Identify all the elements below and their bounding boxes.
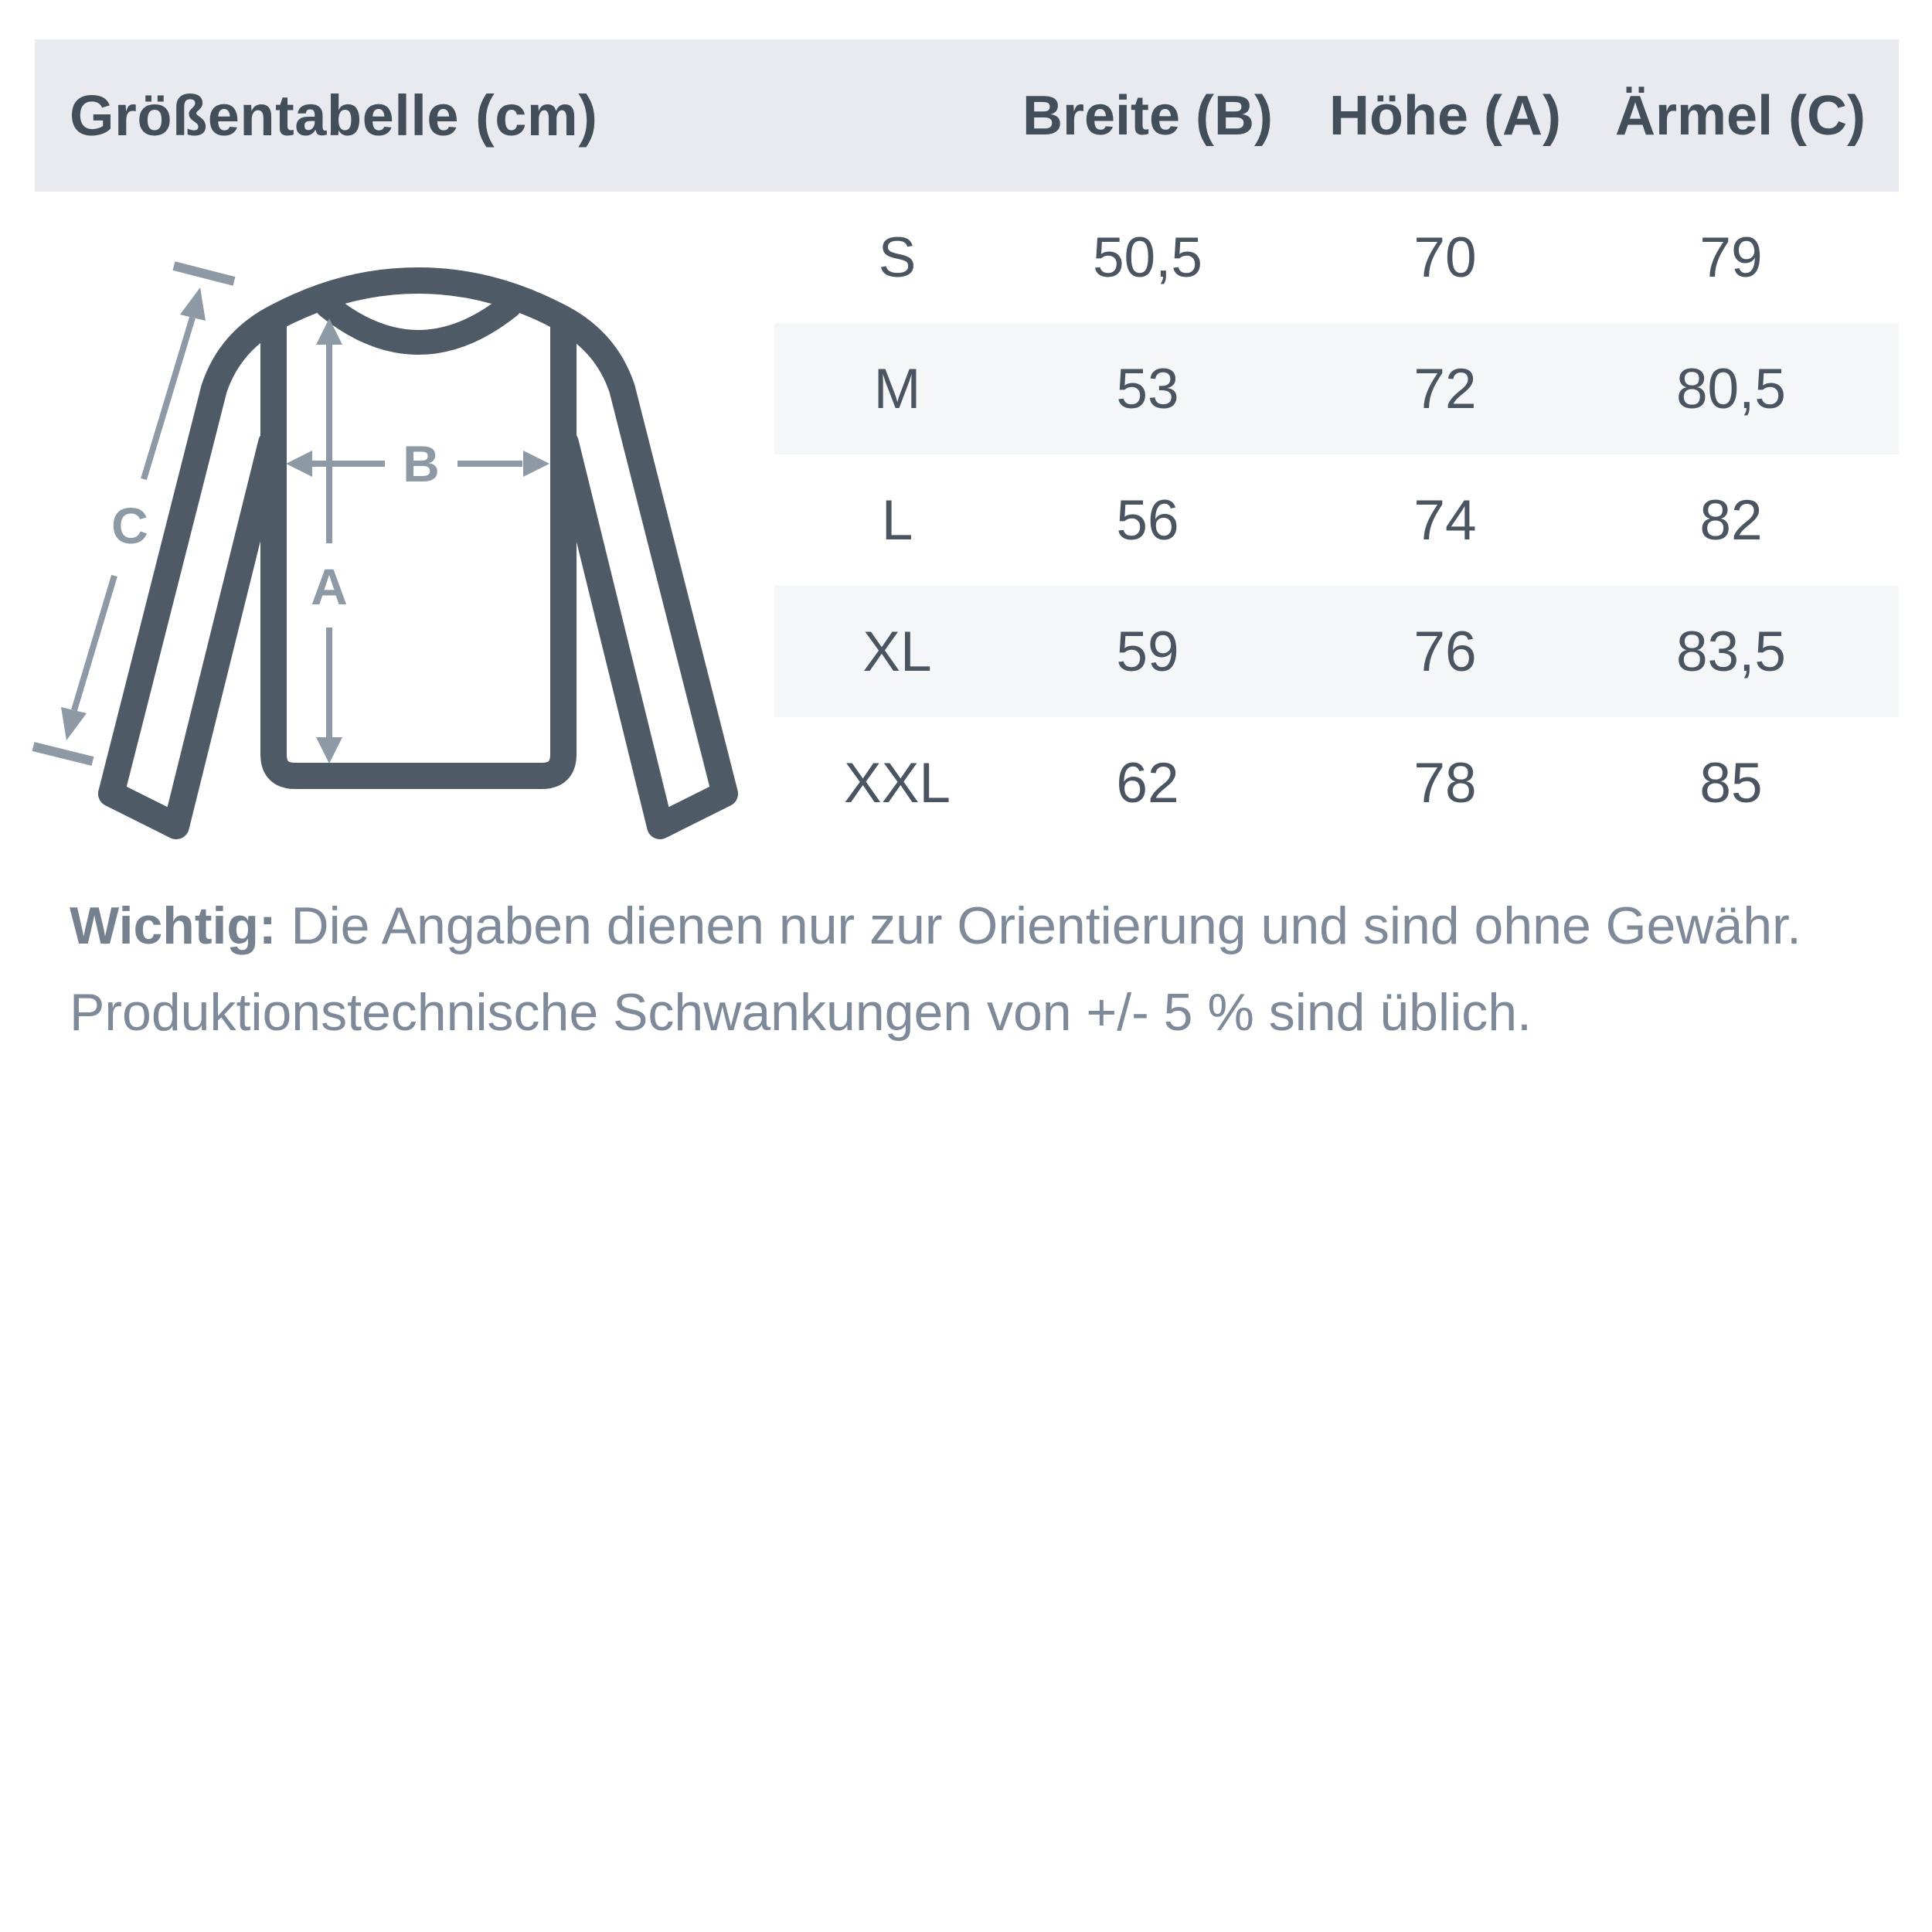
disclaimer-text-1: Die Angaben dienen nur zur Orientierung … — [291, 896, 1801, 955]
dimension-label-c: C — [111, 497, 148, 554]
dimension-arrow-c: C — [32, 261, 236, 766]
aermel-value: 85 — [1699, 751, 1763, 815]
hoehe-value: 72 — [1413, 357, 1477, 420]
size-table-row-l: L 56 74 82 — [774, 454, 1899, 586]
aermel-value: 79 — [1699, 226, 1763, 289]
size-label: M — [873, 357, 921, 420]
disclaimer-line-2: Produktionstechnische Schwankungen von +… — [70, 969, 1878, 1056]
breite-value: 56 — [1116, 488, 1179, 552]
hoehe-value: 76 — [1413, 620, 1477, 683]
sweatshirt-diagram-svg: A B C — [32, 261, 738, 839]
dimension-arrow-a: A — [311, 318, 348, 764]
size-label: L — [881, 488, 913, 552]
dimension-label-b: B — [403, 435, 440, 492]
disclaimer-line-1: Wichtig: Die Angaben dienen nur zur Orie… — [70, 883, 1878, 969]
aermel-value: 80,5 — [1675, 357, 1787, 420]
hoehe-value: 74 — [1413, 488, 1477, 552]
hoehe-value: 70 — [1413, 226, 1477, 289]
column-header-hoehe: Höhe (A) — [1329, 84, 1561, 147]
size-table-body: S 50,5 70 79 M 53 72 80,5 L 56 74 82 XL 59 76 83,5 XXL 62… — [774, 192, 1899, 849]
breite-value: 50,5 — [1092, 226, 1203, 289]
size-chart-header-bar: Größentabelle (cm) Breite (B) Höhe (A) Ä… — [35, 39, 1899, 192]
column-header-aermel: Ärmel (C) — [1615, 84, 1866, 147]
breite-value: 62 — [1116, 751, 1179, 815]
size-table-row-xxl: XXL 62 78 85 — [774, 717, 1899, 849]
disclaimer-note: Wichtig: Die Angaben dienen nur zur Orie… — [70, 883, 1878, 1056]
size-table-row-xl: XL 59 76 83,5 — [774, 586, 1899, 717]
size-chart-column-headers: Breite (B) Höhe (A) Ärmel (C) — [1020, 39, 1866, 192]
sweatshirt-outline-icon — [98, 267, 738, 839]
size-label: S — [878, 226, 917, 289]
breite-value: 53 — [1116, 357, 1179, 420]
hoehe-value: 78 — [1413, 751, 1477, 815]
size-chart-title: Größentabelle (cm) — [70, 83, 598, 148]
size-table-row-s: S 50,5 70 79 — [774, 192, 1899, 323]
aermel-value: 83,5 — [1675, 620, 1787, 683]
disclaimer-text-2: Produktionstechnische Schwankungen von +… — [70, 983, 1532, 1042]
breite-value: 59 — [1116, 620, 1179, 683]
aermel-value: 82 — [1699, 488, 1763, 552]
column-header-breite: Breite (B) — [1022, 84, 1274, 147]
dimension-arrow-b: B — [286, 435, 549, 492]
size-table-row-m: M 53 72 80,5 — [774, 323, 1899, 454]
dimension-label-a: A — [311, 558, 348, 615]
size-label: XL — [862, 620, 932, 683]
sweatshirt-measure-diagram: A B C — [0, 155, 773, 850]
disclaimer-label: Wichtig: — [70, 896, 277, 955]
size-label: XXL — [844, 751, 951, 815]
